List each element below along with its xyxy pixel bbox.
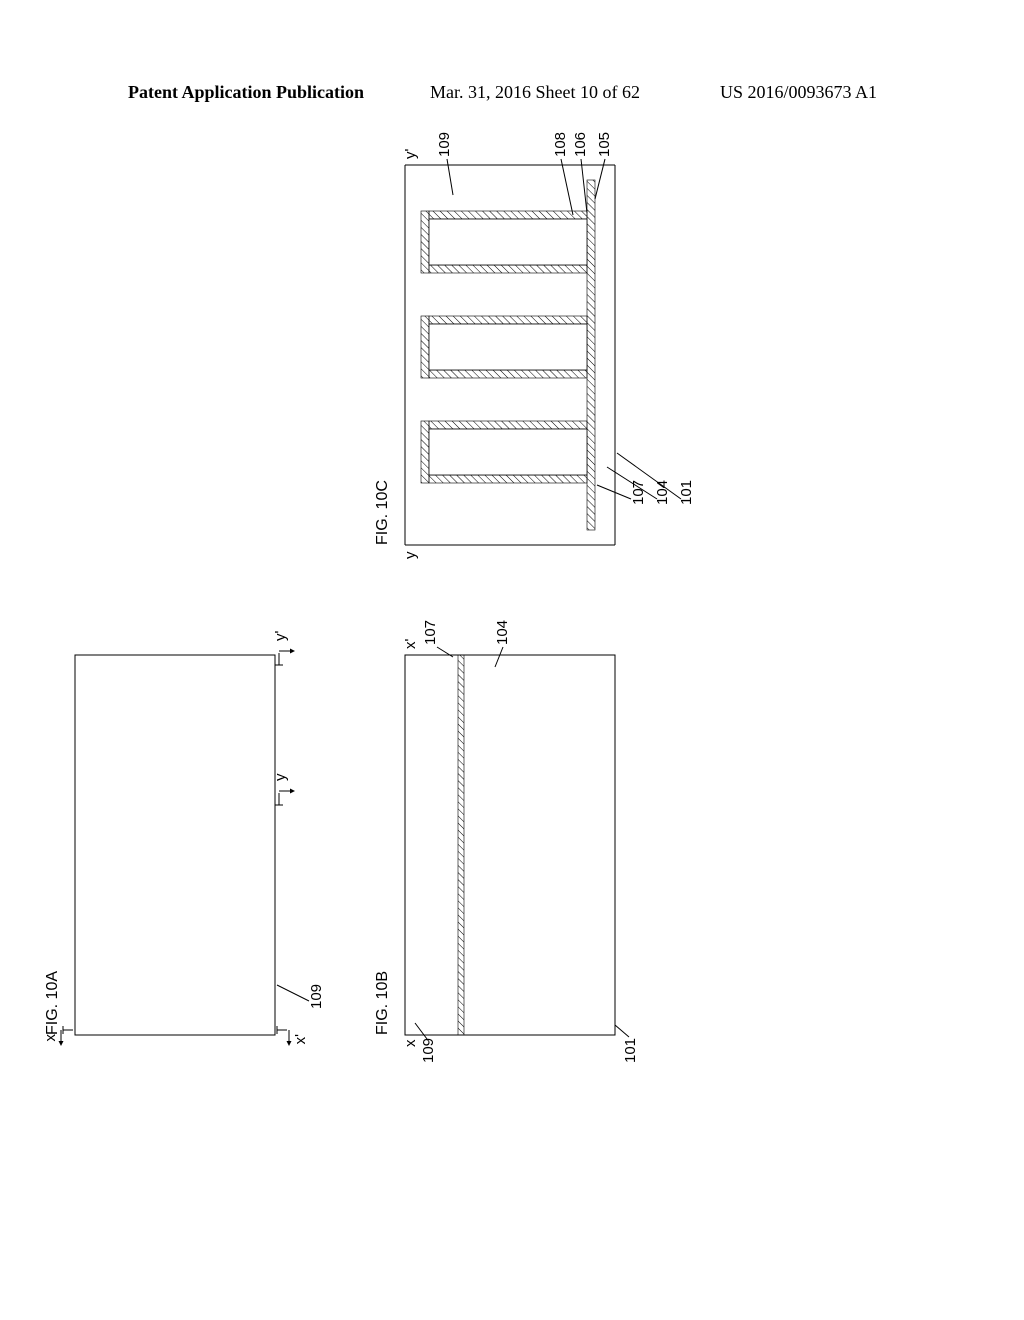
header-center: Mar. 31, 2016 Sheet 10 of 62: [430, 82, 640, 103]
figure-area: FIG. 10Axx'yy'109 FIG. 10Bxx'10910710410…: [35, 295, 995, 1065]
figure-10a-group: FIG. 10Ax x' y y' 109: [42, 631, 325, 1045]
figure-10c-group: FIG. 10Cyy'109108106105107104101: [374, 132, 695, 559]
svg-text:y': y': [402, 149, 419, 160]
svg-text:x: x: [42, 1034, 59, 1042]
svg-text:109: 109: [308, 984, 325, 1009]
svg-text:x: x: [402, 1039, 419, 1047]
svg-text:104: 104: [654, 480, 671, 505]
svg-text:105: 105: [596, 132, 613, 157]
svg-text:104: 104: [494, 620, 511, 645]
figure-10b-group: FIG. 10B x x' 109 107 104 101: [374, 620, 639, 1063]
svg-text:y': y': [272, 631, 289, 642]
svg-text:FIG. 10A: FIG. 10A: [44, 971, 61, 1035]
svg-text:109: 109: [420, 1038, 437, 1063]
svg-text:y: y: [402, 551, 419, 559]
figure-svg: FIG. 10Axx'yy'109 FIG. 10Bxx'10910710410…: [35, 105, 735, 1065]
svg-text:101: 101: [678, 480, 695, 505]
svg-text:109: 109: [436, 132, 453, 157]
header-left: Patent Application Publication: [128, 82, 364, 103]
svg-text:108: 108: [552, 132, 569, 157]
svg-text:FIG. 10C: FIG. 10C: [374, 480, 391, 545]
page: Patent Application Publication Mar. 31, …: [0, 0, 1024, 1320]
svg-text:x': x': [402, 639, 419, 650]
svg-text:FIG. 10B: FIG. 10B: [374, 971, 391, 1035]
svg-text:106: 106: [572, 132, 589, 157]
header-right: US 2016/0093673 A1: [720, 82, 877, 103]
svg-text:107: 107: [422, 620, 439, 645]
svg-text:y: y: [272, 773, 289, 781]
svg-text:101: 101: [622, 1038, 639, 1063]
svg-text:x': x': [292, 1034, 309, 1045]
